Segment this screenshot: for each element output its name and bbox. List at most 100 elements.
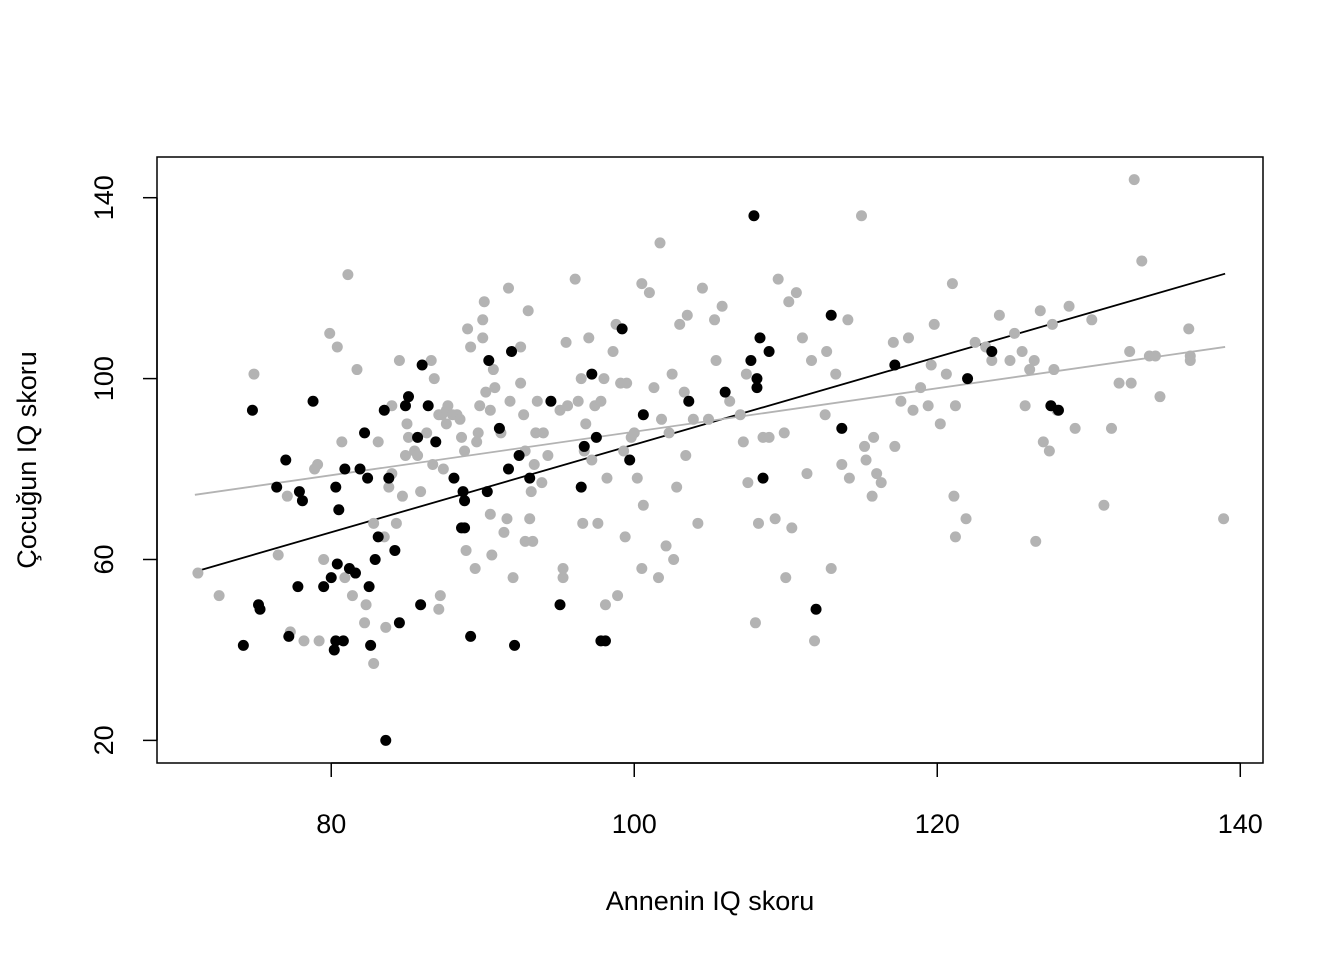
data-point xyxy=(531,395,543,407)
data-point xyxy=(1149,350,1161,362)
data-point xyxy=(339,463,351,475)
data-point xyxy=(621,377,633,389)
data-point xyxy=(399,449,411,461)
data-point xyxy=(940,368,952,380)
data-point xyxy=(949,531,961,543)
data-point xyxy=(922,400,934,412)
data-point xyxy=(313,635,325,647)
data-point xyxy=(403,391,415,403)
data-point xyxy=(969,336,981,348)
data-point xyxy=(619,531,631,543)
data-point xyxy=(889,440,901,452)
data-point xyxy=(1048,364,1060,376)
data-point xyxy=(1063,300,1075,312)
data-point xyxy=(254,603,266,615)
data-point xyxy=(806,355,818,367)
data-point xyxy=(560,336,572,348)
data-point xyxy=(949,400,961,412)
data-point xyxy=(428,373,440,385)
data-point xyxy=(710,355,722,367)
data-point xyxy=(716,300,728,312)
data-point xyxy=(430,436,442,448)
data-point xyxy=(680,449,692,461)
data-point xyxy=(843,472,855,484)
data-point xyxy=(271,481,283,493)
data-point xyxy=(283,630,295,642)
data-point xyxy=(742,477,754,489)
data-point xyxy=(318,553,330,565)
data-point xyxy=(757,472,769,484)
data-point xyxy=(648,382,660,394)
data-point xyxy=(333,504,345,516)
data-point xyxy=(960,513,972,525)
data-point xyxy=(599,635,611,647)
data-point xyxy=(542,449,554,461)
x-tick-label: 140 xyxy=(1218,809,1263,839)
data-point xyxy=(796,332,808,344)
data-point xyxy=(557,572,569,584)
data-point xyxy=(422,400,434,412)
data-point xyxy=(337,635,349,647)
data-point xyxy=(462,323,474,335)
data-point xyxy=(454,413,466,425)
data-point xyxy=(948,490,960,502)
data-point xyxy=(527,535,539,547)
data-point xyxy=(524,513,536,525)
data-point xyxy=(415,599,427,611)
data-point xyxy=(1098,499,1110,511)
data-point xyxy=(810,603,822,615)
data-point xyxy=(836,422,848,434)
data-point xyxy=(246,404,258,416)
data-point xyxy=(536,477,548,489)
data-point xyxy=(637,409,649,421)
data-point xyxy=(1184,355,1196,367)
data-point xyxy=(437,463,449,475)
data-point xyxy=(928,318,940,330)
data-point xyxy=(359,427,371,439)
data-point xyxy=(1028,355,1040,367)
data-point xyxy=(448,472,460,484)
data-point xyxy=(537,427,549,439)
data-point xyxy=(745,355,757,367)
data-point xyxy=(663,427,675,439)
data-point xyxy=(474,400,486,412)
data-point xyxy=(502,282,514,294)
data-point xyxy=(562,400,574,412)
data-point xyxy=(465,630,477,642)
data-point xyxy=(801,468,813,480)
data-point xyxy=(481,486,493,498)
y-tick-label: 100 xyxy=(89,356,119,401)
data-point xyxy=(504,395,516,407)
data-point xyxy=(1183,323,1195,335)
data-point xyxy=(354,463,366,475)
data-point xyxy=(296,495,308,507)
data-point xyxy=(457,486,469,498)
data-point xyxy=(749,617,761,629)
y-tick-label: 140 xyxy=(89,175,119,220)
data-point xyxy=(601,472,613,484)
data-point xyxy=(328,644,340,656)
data-point xyxy=(786,522,798,534)
data-point xyxy=(480,386,492,398)
data-point xyxy=(572,395,584,407)
data-point xyxy=(1052,404,1064,416)
data-point xyxy=(902,332,914,344)
data-point xyxy=(590,431,602,443)
data-point xyxy=(396,490,408,502)
data-point xyxy=(724,395,736,407)
data-point xyxy=(390,517,402,529)
data-point xyxy=(628,427,640,439)
data-point xyxy=(895,395,907,407)
data-point xyxy=(1024,364,1036,376)
data-point xyxy=(616,323,628,335)
data-point xyxy=(1125,377,1137,389)
data-point xyxy=(631,472,643,484)
data-point xyxy=(415,486,427,498)
data-point xyxy=(889,359,901,371)
data-point xyxy=(754,332,766,344)
data-point xyxy=(383,481,395,493)
data-point xyxy=(363,581,375,593)
data-point xyxy=(434,590,446,602)
data-point xyxy=(830,368,842,380)
data-point xyxy=(459,445,471,457)
